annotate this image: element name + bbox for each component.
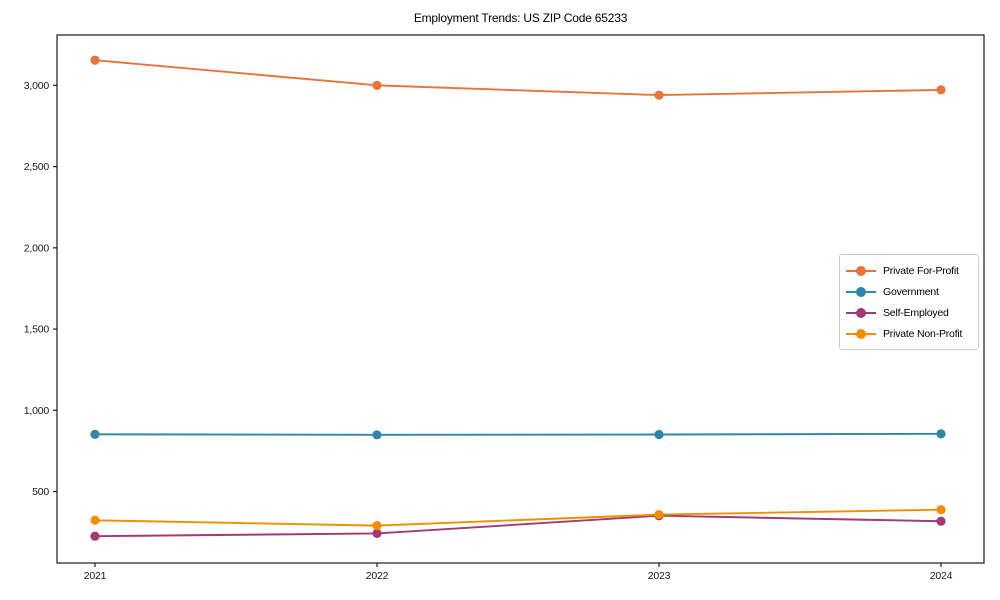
y-tick-label: 3,000 — [24, 80, 50, 92]
series-marker-private-for-profit — [654, 90, 664, 100]
x-tick-label: 2021 — [84, 570, 107, 582]
y-tick-label: 2,500 — [24, 161, 50, 173]
series-line-self-employed — [94, 514, 942, 538]
legend-swatch-icon — [846, 286, 876, 297]
series-line-government — [94, 432, 942, 436]
series-line-private-for-profit — [94, 59, 942, 97]
x-tick-label: 2022 — [366, 570, 389, 582]
series-marker-private-for-profit — [90, 55, 100, 65]
legend-label: Private For-Profit — [883, 264, 959, 277]
legend: Private For-Profit Government Self-Employe… — [839, 254, 979, 350]
series-marker-self-employed — [936, 516, 946, 526]
series-marker-private-for-profit — [936, 85, 946, 95]
series-line-private-non-profit — [94, 508, 942, 527]
legend-item-private-for-profit: Private For-Profit — [846, 260, 970, 281]
plot-border — [56, 34, 985, 564]
series-marker-government — [90, 429, 100, 439]
legend-item-self-employed: Self-Employed — [846, 302, 970, 323]
series-marker-government — [936, 429, 946, 439]
series-marker-private-non-profit — [90, 515, 100, 525]
series-marker-private-non-profit — [654, 509, 664, 520]
series-marker-private-non-profit — [936, 505, 946, 515]
series-marker-government — [654, 429, 664, 440]
y-tick-label: 500 — [32, 486, 49, 498]
series-marker-government — [372, 430, 382, 440]
legend-swatch-icon — [846, 307, 876, 318]
x-tick-label: 2024 — [930, 570, 953, 582]
y-tick-label: 2,000 — [24, 242, 50, 254]
legend-item-government: Government — [846, 281, 970, 302]
series-marker-private-for-profit — [372, 80, 382, 90]
y-tick-label: 1,000 — [24, 405, 50, 417]
chart-title: Employment Trends: US ZIP Code 65233 — [413, 11, 628, 25]
y-tick-label: 1,500 — [24, 324, 50, 336]
series-marker-private-non-profit — [372, 521, 382, 531]
legend-label: Government — [883, 285, 939, 298]
legend-label: Self-Employed — [883, 306, 949, 319]
series-marker-self-employed — [90, 531, 100, 541]
legend-item-private-non-profit: Private Non-Profit — [846, 323, 970, 344]
x-tick-label: 2023 — [648, 570, 671, 582]
legend-swatch-icon — [846, 328, 876, 339]
legend-swatch-icon — [846, 265, 876, 276]
legend-label: Private Non-Profit — [883, 327, 963, 340]
series-marker-self-employed — [372, 528, 382, 539]
